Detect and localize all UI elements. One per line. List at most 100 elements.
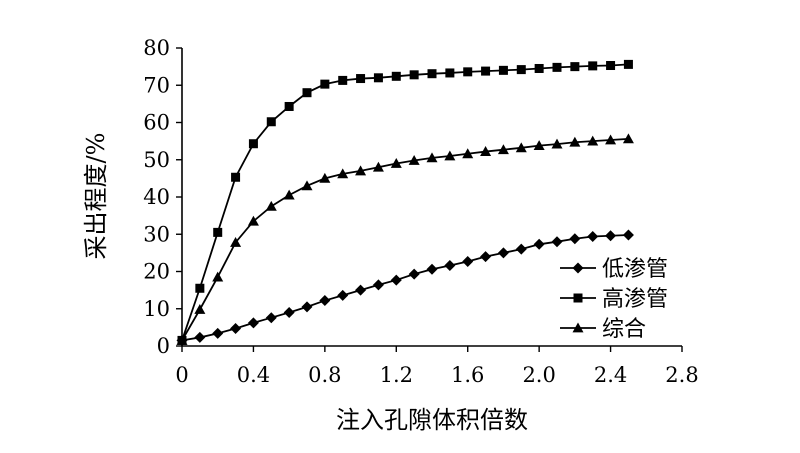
y-tick-label: 40: [143, 185, 170, 209]
data-point: [622, 229, 634, 241]
legend-item: 综合: [560, 317, 646, 342]
data-point: [587, 135, 599, 146]
data-point: [373, 73, 383, 83]
data-point: [320, 79, 330, 89]
data-point: [390, 274, 402, 286]
data-point: [231, 172, 241, 182]
x-tick-label: 2.0: [522, 363, 555, 387]
data-point: [247, 317, 259, 329]
legend-label: 低渗管: [602, 257, 668, 282]
y-tick-label: 70: [143, 73, 170, 97]
y-tick-label: 80: [143, 36, 170, 60]
data-point: [283, 189, 295, 200]
data-point: [409, 70, 419, 80]
data-point: [498, 65, 508, 75]
data-point: [372, 161, 384, 172]
data-point: [588, 61, 598, 71]
data-point: [283, 306, 295, 318]
y-tick-label: 30: [143, 222, 170, 246]
series-line: [181, 63, 629, 341]
data-point: [338, 75, 348, 85]
data-point: [265, 200, 277, 211]
data-point: [462, 255, 474, 267]
series-line: [181, 234, 629, 342]
data-point: [515, 243, 527, 255]
data-point: [569, 233, 581, 245]
data-point: [480, 251, 492, 263]
data-point: [194, 303, 206, 314]
data-point: [587, 230, 599, 242]
data-point: [355, 165, 367, 176]
data-point: [230, 322, 242, 334]
data-point: [570, 62, 580, 72]
data-point: [408, 154, 420, 165]
x-tick-label: 1.6: [451, 363, 484, 387]
data-point: [266, 117, 276, 127]
y-tick-label: 60: [143, 111, 170, 135]
data-point: [497, 247, 509, 259]
legend-marker: [573, 293, 583, 303]
x-tick-label: 2.8: [665, 363, 698, 387]
data-point: [301, 301, 313, 313]
data-point: [195, 283, 205, 293]
data-point: [516, 65, 526, 75]
data-point: [534, 63, 544, 73]
data-point: [606, 61, 616, 71]
data-point: [515, 142, 527, 153]
legend-item: 低渗管: [560, 257, 668, 282]
data-point: [622, 133, 634, 144]
x-tick-label: 2.4: [594, 363, 627, 387]
data-point: [481, 66, 491, 76]
legend-marker: [572, 262, 584, 274]
data-point: [463, 67, 473, 77]
data-point: [213, 227, 223, 237]
series-triangle: [176, 133, 634, 345]
y-tick-label: 50: [143, 148, 170, 172]
data-point: [462, 148, 474, 159]
data-point: [265, 312, 277, 324]
x-axis-title: 注入孔隙体积倍数: [336, 406, 528, 434]
data-point: [390, 157, 402, 168]
x-tick-label: 0.4: [237, 363, 270, 387]
data-point: [605, 230, 617, 242]
data-point: [319, 172, 331, 183]
data-point: [230, 236, 242, 247]
data-point: [337, 289, 349, 301]
data-point: [391, 71, 401, 81]
data-point: [444, 150, 456, 161]
data-point: [551, 236, 563, 248]
data-point: [497, 144, 509, 155]
legend-marker: [572, 322, 584, 333]
data-point: [337, 168, 349, 179]
data-point: [480, 146, 492, 156]
ticks: 0 10 20 30 40 50 60 70 80 0 0.4 0.8 1.2 1.6 2.0 2.4 2.8: [143, 36, 698, 387]
data-point: [284, 101, 294, 111]
data-point: [212, 271, 224, 282]
data-point: [569, 136, 581, 147]
data-point: [427, 69, 437, 79]
series-diamond: [176, 229, 634, 346]
data-point: [301, 180, 313, 191]
data-point: [533, 140, 545, 150]
data-point: [426, 263, 438, 275]
series-layer: [176, 59, 634, 346]
y-tick-label: 10: [143, 297, 170, 321]
data-point: [356, 74, 366, 84]
x-tick-label: 0.8: [308, 363, 341, 387]
data-point: [247, 215, 259, 226]
data-point: [176, 334, 188, 345]
x-tick-label: 0: [175, 363, 188, 387]
data-point: [248, 139, 258, 149]
series-line: [181, 137, 629, 341]
legend-item: 高渗管: [560, 287, 668, 312]
data-point: [533, 238, 545, 250]
data-point: [551, 138, 563, 149]
data-point: [444, 260, 456, 272]
data-point: [605, 134, 617, 145]
legend-label: 综合: [602, 317, 646, 342]
data-point: [623, 59, 633, 69]
data-point: [372, 279, 384, 291]
data-point: [552, 62, 562, 72]
